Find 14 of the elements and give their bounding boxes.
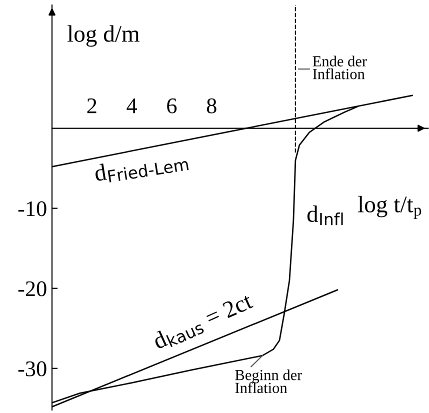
y-tick-label: -30 [18, 361, 46, 376]
text: d$_{Fried-Lem}$ [94, 150, 189, 185]
y-tick-label: -20 [18, 281, 46, 296]
x-axis-title: log t/t$_{p}$ [358, 196, 422, 219]
x-tick-label: 8 [206, 98, 216, 114]
y-tick-label: -10 [18, 201, 46, 216]
text: d$_{kaus}$ = 2ct [152, 292, 256, 352]
series-label: d$_{Infl}$ [307, 205, 343, 226]
x-tick-label: 4 [126, 98, 138, 114]
annotation: Ende der Inflation [312, 56, 367, 80]
x-tick-label: 2 [87, 98, 96, 114]
y-axis-title: log d/m [68, 25, 140, 47]
x-tick-label: 6 [167, 98, 177, 114]
annotation: Beginn der Inflation [235, 369, 302, 394]
